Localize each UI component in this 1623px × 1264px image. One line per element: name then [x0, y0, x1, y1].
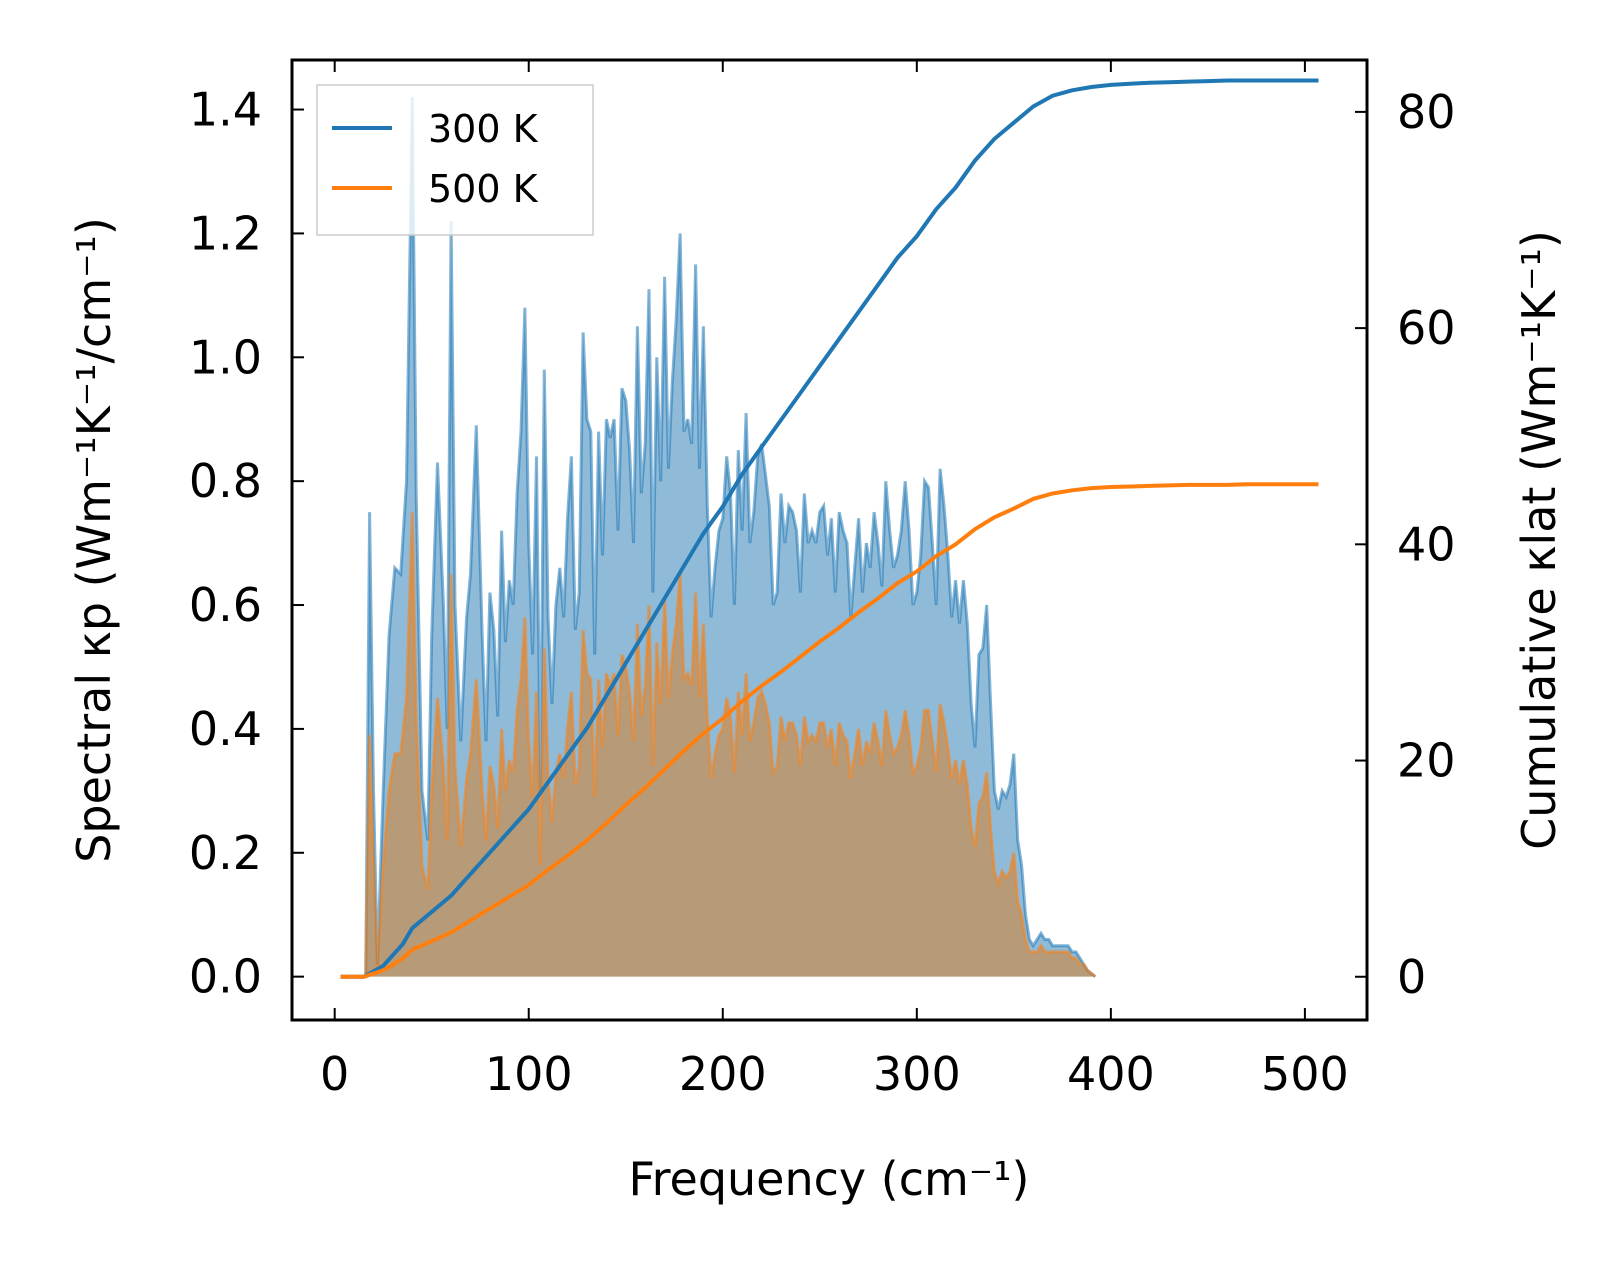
plot-frame	[290, 58, 1369, 1022]
y-tick-label-left: 0.4	[189, 702, 262, 756]
y-tick-label-right: 20	[1397, 734, 1456, 788]
legend-label-500k: 500 K	[428, 167, 539, 211]
y-tick-label-left: 0.2	[189, 826, 262, 880]
x-tick-label: 100	[485, 1047, 573, 1101]
series-500k-cumulative-line	[340, 482, 1319, 979]
y-axis-label-left: Spectral κp (Wm⁻¹K⁻¹/cm⁻¹)	[67, 217, 121, 863]
series-300k-cumulative-line	[340, 78, 1319, 979]
x-tick-label: 200	[679, 1047, 767, 1101]
x-axis-label: Frequency (cm⁻¹)	[629, 1152, 1030, 1206]
x-tick-label: 500	[1261, 1047, 1349, 1101]
y-tick-label-left: 0.0	[189, 950, 262, 1004]
y-tick-label-right: 0	[1397, 950, 1426, 1004]
y-tick-label-left: 0.8	[189, 454, 262, 508]
y-tick-label-left: 0.6	[189, 578, 262, 632]
y-tick-label-right: 40	[1397, 517, 1456, 571]
y-tick-label-left: 1.4	[189, 83, 262, 137]
series-300k-spectral-line	[340, 97, 1097, 979]
axis-ticks: 0 100 200 300 400 5000.00.20.40.60.81.01.21.4…	[189, 60, 1456, 1101]
y-tick-label-right: 80	[1397, 85, 1456, 139]
x-tick-label: 400	[1067, 1047, 1155, 1101]
series-500k-spectral-line	[340, 512, 1097, 979]
x-tick-label: 300	[873, 1047, 961, 1101]
y-tick-label-left: 1.2	[189, 206, 262, 260]
x-tick-label: 0	[320, 1047, 349, 1101]
legend: 300 K 500 K	[316, 84, 594, 236]
y-tick-label-right: 60	[1397, 301, 1456, 355]
plot-area	[340, 78, 1319, 979]
legend-box	[316, 84, 594, 236]
y-tick-label-left: 1.0	[189, 330, 262, 384]
legend-label-300k: 300 K	[428, 107, 539, 151]
y-axis-label-right: Cumulative κlat (Wm⁻¹K⁻¹)	[1512, 230, 1566, 850]
